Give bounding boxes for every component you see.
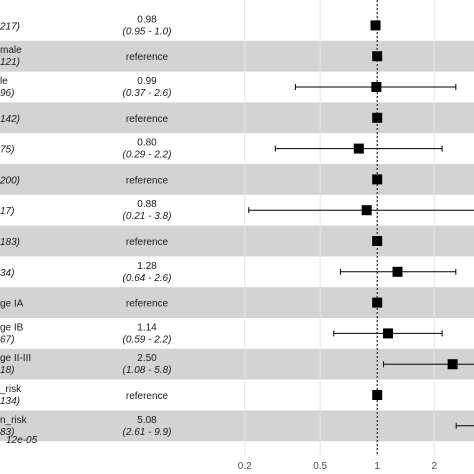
forest-row: ge IA reference (0, 297, 383, 310)
row-estimate: 0.88 (137, 199, 157, 210)
row-label: ge IB (0, 322, 24, 333)
row-estimate: reference (126, 299, 169, 310)
row-estimate: reference (126, 114, 169, 125)
row-band (0, 287, 474, 318)
estimate-marker (372, 51, 383, 62)
estimate-marker (392, 266, 403, 277)
estimate-marker (382, 328, 393, 339)
estimate-marker (361, 205, 372, 216)
row-label: ge IA (0, 299, 24, 310)
row-estimate: 1.14 (137, 322, 157, 333)
row-ci: (2.61 - 9.9) (123, 427, 172, 438)
forest-row: 200) reference (0, 174, 383, 186)
row-n: 134) (0, 396, 20, 407)
row-ci: (0.37 - 2.6) (123, 88, 172, 99)
row-n: 17) (0, 206, 14, 217)
row-n: 83) (0, 427, 14, 438)
row-band (0, 102, 474, 134)
row-estimate: 0.99 (137, 76, 157, 87)
row-band (0, 164, 474, 195)
x-gridlines (244, 0, 435, 455)
row-n: 217) (0, 21, 20, 32)
estimate-marker (372, 236, 383, 246)
row-estimate: 5.08 (137, 415, 157, 426)
row-band (0, 40, 474, 72)
row-estimate: reference (126, 175, 169, 186)
row-estimate: 0.80 (137, 138, 157, 149)
row-bands (0, 40, 474, 442)
row-label: male (0, 45, 22, 56)
x-axis-ticks: 0.2 0.5 1 2 (238, 461, 438, 472)
x-tick-label: 2 (431, 461, 437, 472)
row-n: 121) (0, 57, 20, 68)
forest-row: 183) reference (0, 236, 383, 248)
row-estimate: reference (126, 52, 169, 63)
forest-row: 142) reference (0, 112, 383, 125)
row-ci: (0.29 - 2.2) (123, 150, 172, 161)
row-label: n_risk (0, 415, 28, 426)
row-n: 34) (0, 268, 14, 279)
row-n: 67) (0, 334, 14, 345)
row-band (0, 410, 474, 442)
row-label: le (0, 76, 8, 87)
row-ci: (0.21 - 3.8) (123, 211, 172, 222)
estimate-marker (372, 297, 383, 308)
row-estimate: reference (126, 391, 169, 402)
row-ci: (0.59 - 2.2) (123, 334, 172, 345)
row-n: 200) (0, 175, 20, 186)
x-tick-label: 0.5 (313, 461, 327, 472)
forest-row: 75) 0.80(0.29 - 2.2) (0, 138, 443, 161)
row-band (0, 225, 474, 257)
row-n: 96) (0, 88, 14, 99)
row-estimate: 2.50 (137, 353, 157, 364)
estimate-marker (372, 390, 383, 400)
row-ci: (0.64 - 2.6) (123, 273, 172, 284)
forest-row: 34) 1.28(0.64 - 2.6) (0, 261, 457, 284)
row-label: ge II-III (0, 353, 31, 364)
row-label: _risk (0, 384, 22, 395)
estimate-marker (447, 359, 458, 370)
row-n: 183) (0, 237, 20, 248)
row-ci: (0.95 - 1.0) (123, 26, 172, 37)
row-n: 142) (0, 114, 20, 125)
row-n: 18) (0, 365, 14, 376)
row-estimate: reference (126, 237, 169, 248)
footer-note: 12e-05 (6, 435, 38, 446)
estimate-marker (372, 112, 383, 123)
x-tick-label: 0.2 (238, 461, 252, 472)
forest-row: 217) 0.98(0.95 - 1.0) (0, 14, 381, 37)
forest-row: 17) 0.88(0.21 - 3.8) (0, 199, 474, 222)
row-ci: (1.08 - 5.8) (123, 365, 172, 376)
x-tick-label: 1 (374, 461, 380, 472)
row-n: 75) (0, 145, 14, 156)
row-estimate: 0.98 (137, 14, 157, 25)
estimate-marker (372, 174, 383, 185)
estimate-marker (353, 143, 364, 154)
estimate-marker (371, 82, 382, 92)
row-estimate: 1.28 (137, 261, 157, 272)
estimate-marker (370, 20, 381, 31)
